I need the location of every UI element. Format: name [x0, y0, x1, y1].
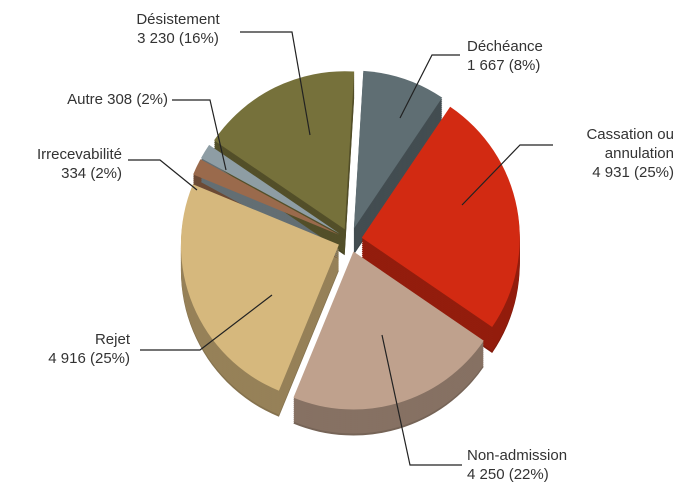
slice-label: Irrecevabilité 334 (2%)	[37, 145, 122, 183]
value-label: 1 667 (8%)	[467, 57, 541, 74]
category-label: Déchéance	[467, 38, 543, 55]
slice	[353, 70, 443, 229]
value-label: 4 250 (22%)	[467, 466, 549, 483]
slice	[180, 184, 339, 391]
category-label: Rejet	[94, 331, 130, 348]
slice	[293, 251, 484, 410]
slice-label: Autre 308 (2%)	[67, 90, 168, 109]
category-label: Non-admission	[467, 447, 568, 464]
slice-label: Cassation ou annulation 4 931 (25%)	[556, 125, 674, 182]
leader-line	[399, 54, 460, 119]
leader-line	[140, 294, 273, 351]
category-label: Irrecevabilité	[36, 146, 122, 163]
value-label: 308 (2%)	[107, 91, 168, 108]
slice	[361, 106, 520, 328]
value-label: 3 230 (16%)	[137, 30, 219, 47]
value-label: 334 (2%)	[61, 165, 122, 182]
slice-label: Désistement 3 230 (16%)	[118, 10, 238, 48]
slice	[214, 71, 355, 230]
slice-label: Rejet 4 916 (25%)	[48, 330, 130, 368]
leader-line	[461, 144, 553, 206]
slice-label: Déchéance 1 667 (8%)	[467, 37, 543, 75]
category-label: Désistement	[136, 11, 220, 28]
slice-label: Non-admission 4 250 (22%)	[467, 446, 567, 484]
slice	[193, 159, 340, 235]
category-label: Autre	[67, 91, 103, 108]
leader-line	[381, 334, 462, 466]
leader-line	[240, 31, 311, 136]
slice	[201, 144, 340, 234]
category-label: Cassation ou annulation	[586, 126, 674, 162]
leader-line	[128, 159, 198, 191]
leader-line	[172, 99, 227, 171]
value-label: 4 931 (25%)	[592, 164, 674, 181]
value-label: 4 916 (25%)	[48, 350, 130, 367]
